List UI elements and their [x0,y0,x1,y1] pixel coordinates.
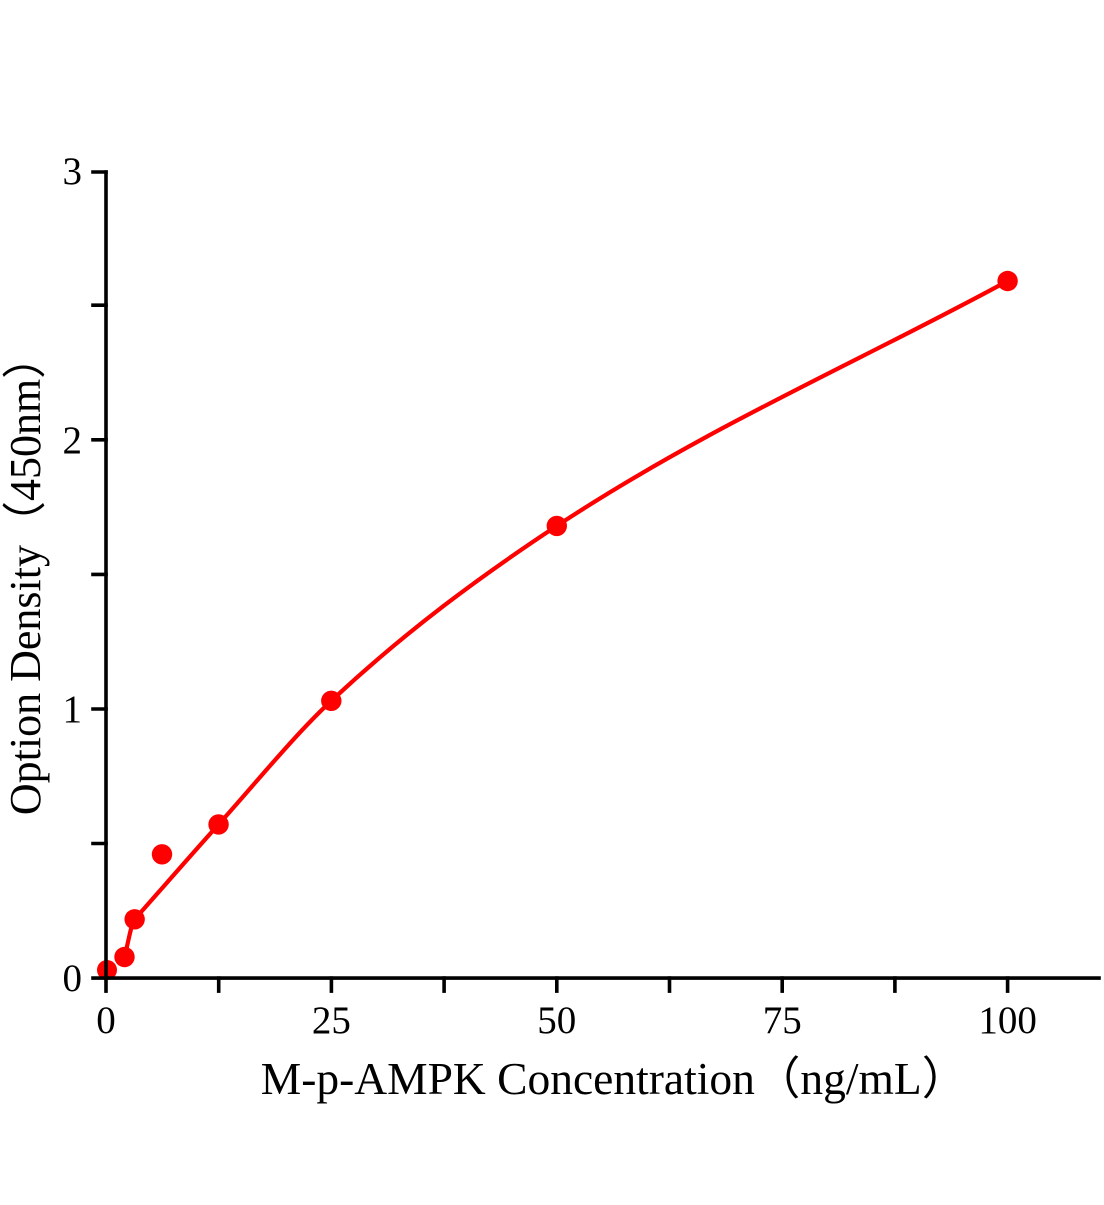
svg-text:0: 0 [63,957,83,1000]
svg-text:1: 1 [63,688,83,731]
svg-text:Option Density（450nm）: Option Density（450nm） [1,335,50,815]
svg-text:100: 100 [978,999,1037,1042]
svg-text:50: 50 [537,999,576,1042]
svg-text:25: 25 [312,999,351,1042]
svg-text:3: 3 [63,150,83,193]
svg-text:M-p-AMPK Concentration（ng/mL）: M-p-AMPK Concentration（ng/mL） [261,1053,967,1104]
svg-text:0: 0 [96,999,116,1042]
svg-text:2: 2 [63,419,83,462]
svg-text:75: 75 [763,999,802,1042]
